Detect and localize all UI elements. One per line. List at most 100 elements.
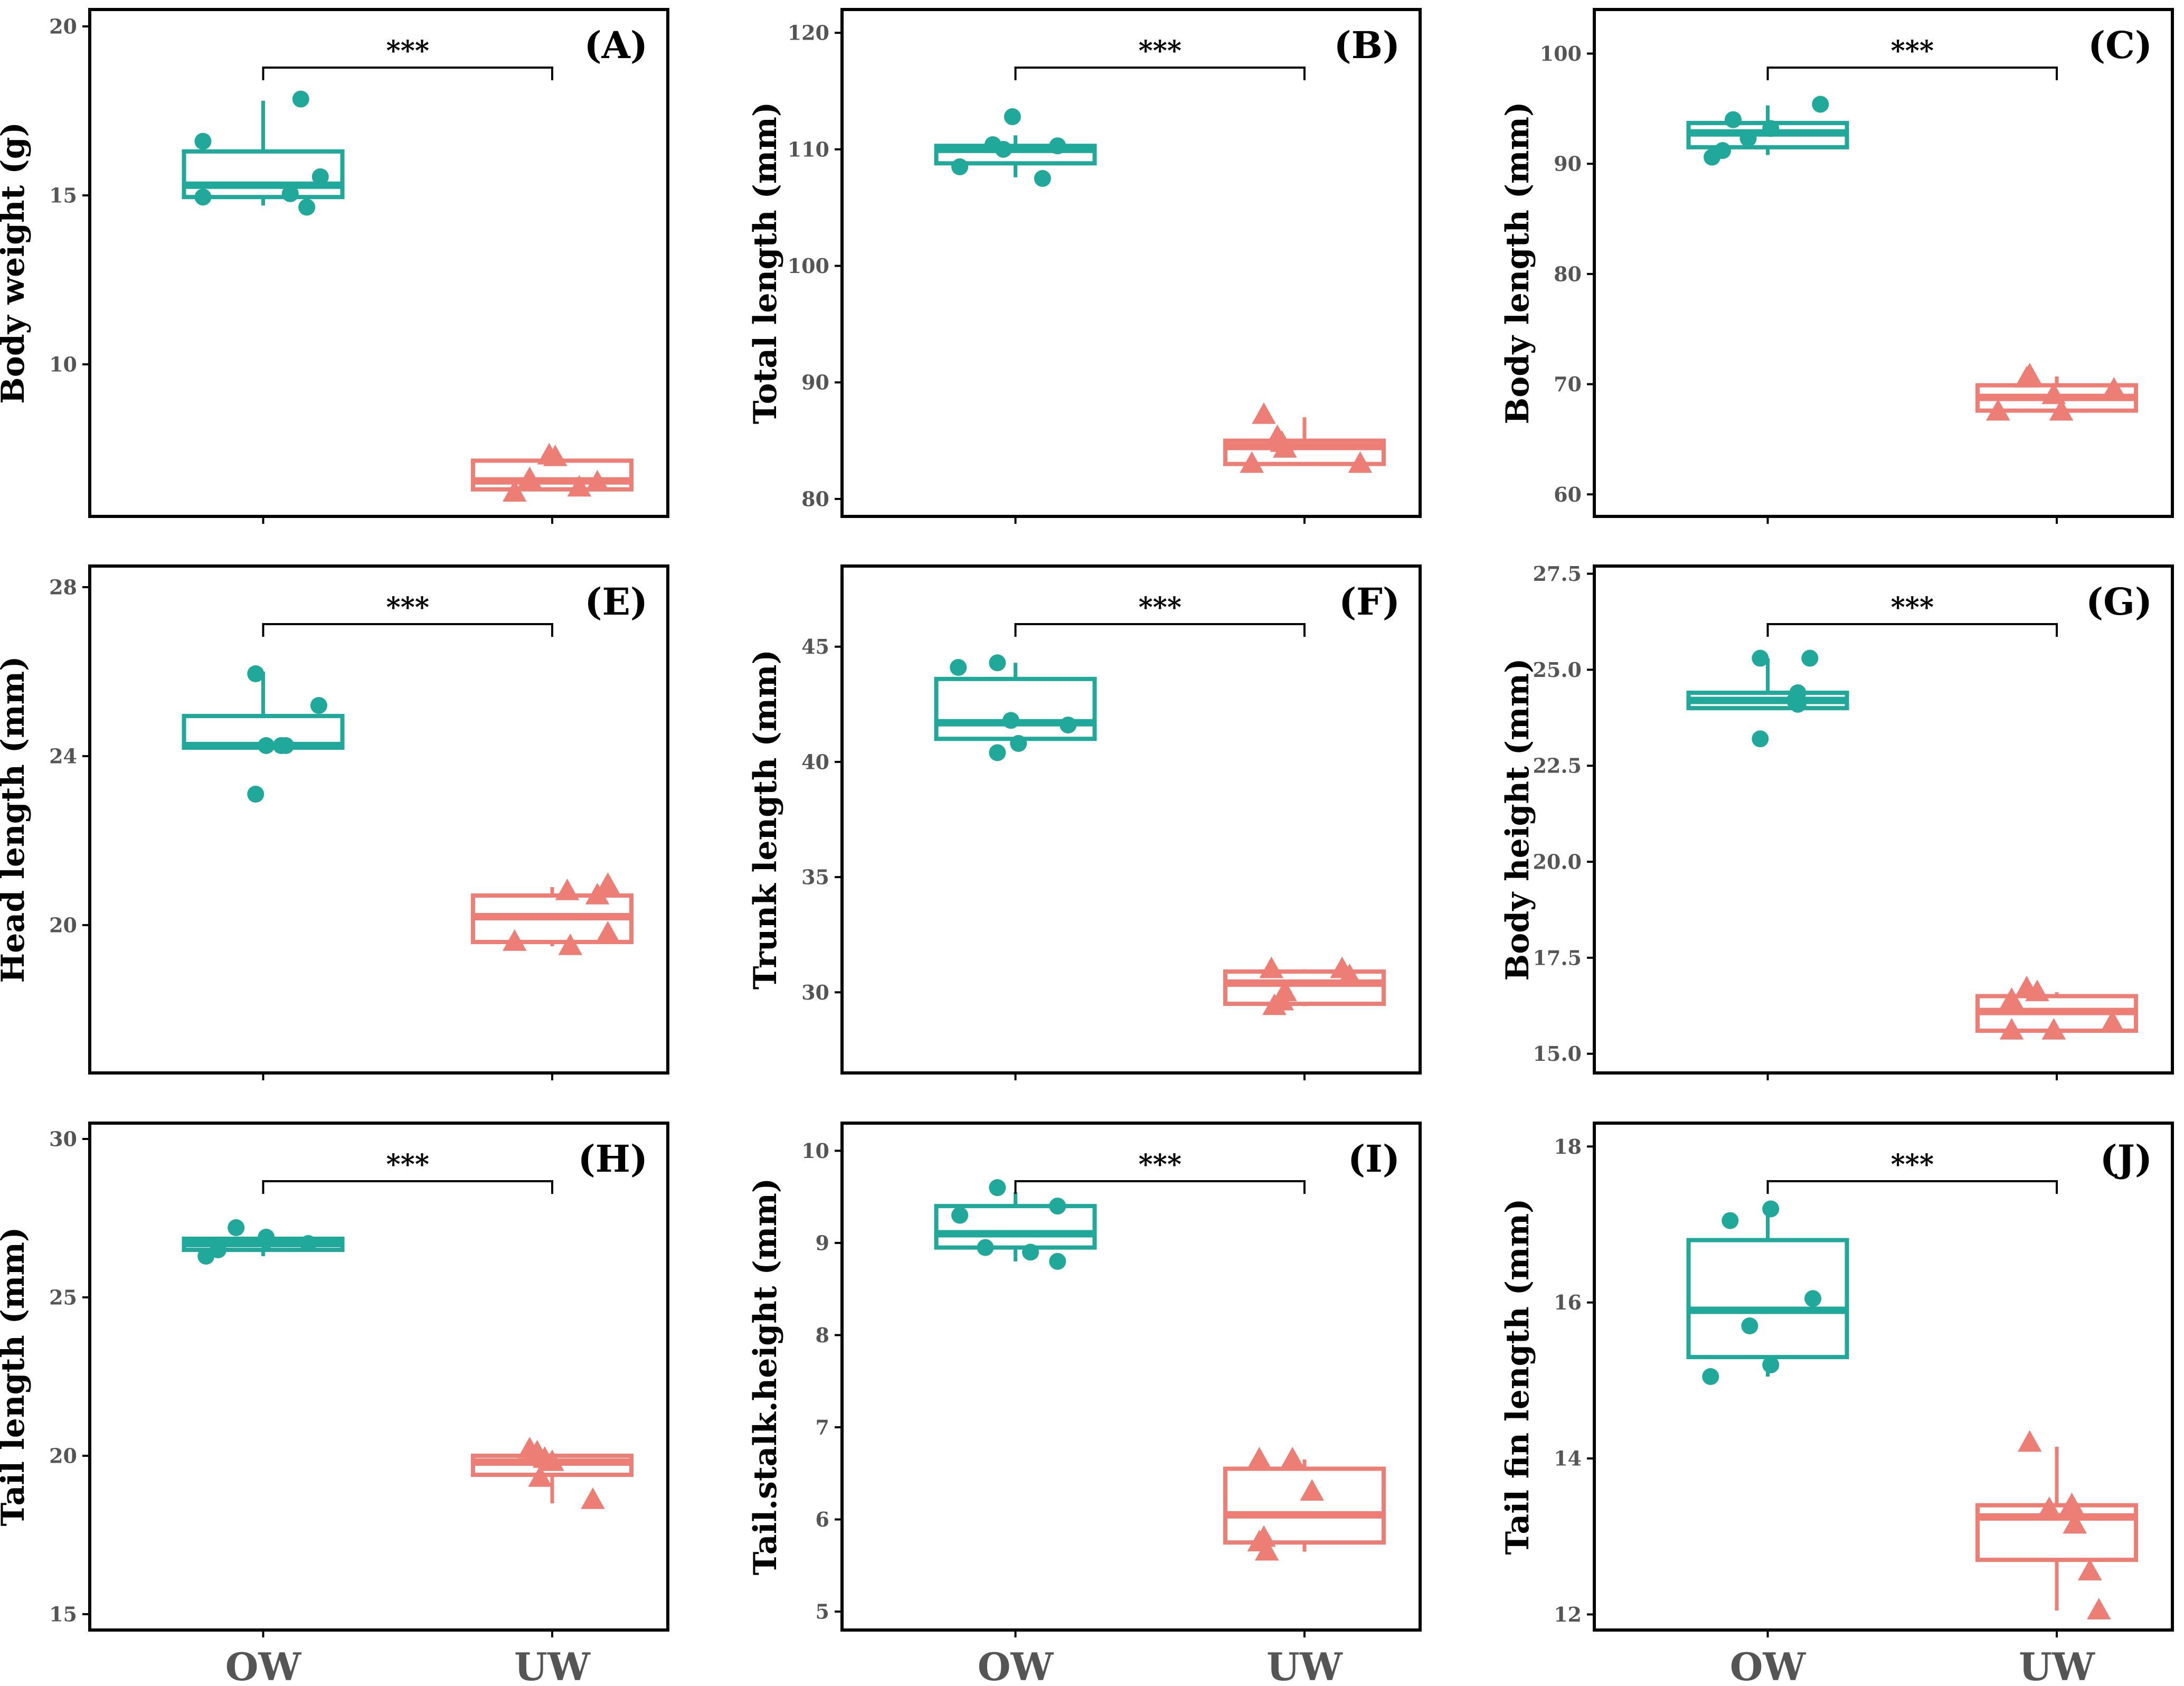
bracket-line bbox=[1766, 67, 2058, 80]
data-point bbox=[2017, 362, 2042, 384]
data-point bbox=[1801, 649, 1819, 667]
data-point bbox=[951, 1207, 969, 1224]
panel-b: 80 90 100 110 120 Total length (mm) (B) *** bbox=[747, 8, 1422, 524]
data-point bbox=[555, 879, 580, 900]
y-tick-label: 10 bbox=[49, 353, 77, 376]
significance-label: *** bbox=[1138, 1148, 1181, 1181]
y-tick-label: 15.0 bbox=[1533, 1042, 1582, 1066]
data-point bbox=[2087, 1598, 2111, 1619]
data-point bbox=[1786, 692, 1803, 709]
data-point bbox=[502, 929, 527, 951]
significance-bracket: *** bbox=[1014, 35, 1306, 80]
y-tick-label: 12 bbox=[1554, 1603, 1582, 1626]
data-point bbox=[1002, 712, 1019, 729]
x-category-label: OW bbox=[225, 1644, 302, 1686]
bracket-line bbox=[262, 623, 553, 637]
y-axis-label: Trunk length (mm) bbox=[747, 649, 784, 990]
panel-e: 20 24 28 Head length (mm) (E) *** bbox=[0, 564, 669, 1080]
panel-j: 12 14 16 18 Tail fin length (mm) (J) *** OW UW bbox=[1499, 1122, 2174, 1686]
data-point bbox=[517, 1437, 542, 1458]
data-point bbox=[247, 786, 264, 803]
data-point bbox=[1739, 130, 1757, 147]
data-point bbox=[300, 1235, 317, 1252]
bracket-line bbox=[262, 1180, 553, 1194]
series-uw bbox=[1975, 1430, 2138, 1619]
data-point bbox=[1060, 717, 1077, 734]
panel-label: (B) bbox=[1334, 23, 1400, 67]
y-tick-label: 10 bbox=[801, 1139, 829, 1163]
significance-label: *** bbox=[386, 1148, 429, 1181]
data-point bbox=[2017, 1430, 2042, 1452]
series-ow bbox=[1686, 96, 1849, 166]
data-point bbox=[310, 697, 327, 714]
x-category-label: UW bbox=[2019, 1644, 2095, 1686]
y-axis-label: Body length (mm) bbox=[1499, 102, 1536, 425]
y-tick-label: 15 bbox=[49, 184, 77, 208]
data-point bbox=[1247, 1447, 1272, 1468]
y-tick-label: 100 bbox=[1540, 42, 1582, 65]
data-point bbox=[581, 1487, 605, 1509]
plot-frame bbox=[88, 564, 669, 1075]
plot-frame bbox=[1593, 1122, 2174, 1632]
y-axis-label: Tail length (mm) bbox=[0, 1227, 32, 1527]
series-ow bbox=[182, 90, 345, 216]
y-tick-label: 8 bbox=[816, 1323, 829, 1347]
data-point bbox=[558, 934, 582, 955]
significance-bracket: *** bbox=[262, 35, 553, 80]
series-uw bbox=[1975, 976, 2138, 1040]
data-point bbox=[1010, 735, 1027, 752]
y-tick-label: 40 bbox=[801, 750, 829, 774]
y-tick-label: 20 bbox=[49, 913, 77, 937]
panel-a: 10 15 20 Body weight (g) (A) *** bbox=[0, 8, 669, 524]
data-point bbox=[298, 199, 316, 216]
y-tick-label: 120 bbox=[788, 21, 829, 45]
data-point bbox=[277, 737, 295, 754]
data-point bbox=[1762, 1200, 1780, 1218]
significance-bracket: *** bbox=[1766, 35, 2058, 80]
significance-bracket: *** bbox=[262, 591, 553, 637]
data-point bbox=[1300, 1479, 1325, 1501]
series-uw bbox=[471, 1437, 634, 1509]
data-point bbox=[1252, 402, 1276, 424]
significance-label: *** bbox=[1890, 1148, 1934, 1181]
y-tick-label: 27.5 bbox=[1533, 562, 1582, 586]
series-ow bbox=[182, 1219, 345, 1265]
data-point bbox=[1752, 649, 1769, 667]
y-tick-label: 20 bbox=[49, 1444, 77, 1468]
data-point bbox=[1752, 730, 1769, 748]
significance-bracket: *** bbox=[1766, 1148, 2058, 1194]
series-ow bbox=[1686, 1200, 1849, 1385]
plot-frame bbox=[1593, 564, 2174, 1075]
significance-bracket: *** bbox=[1014, 1148, 1306, 1194]
bracket-line bbox=[1014, 1180, 1306, 1194]
data-point bbox=[1999, 987, 2024, 1009]
data-point bbox=[1252, 1525, 1276, 1547]
data-point bbox=[1240, 451, 1264, 473]
plot-frame bbox=[88, 8, 669, 518]
data-point bbox=[567, 475, 592, 497]
bracket-line bbox=[1766, 623, 2058, 637]
x-category-label: UW bbox=[514, 1644, 591, 1686]
data-point bbox=[1273, 979, 1297, 1002]
y-tick-label: 30 bbox=[801, 981, 829, 1004]
panel-label: (C) bbox=[2088, 23, 2152, 67]
y-tick-label: 70 bbox=[1554, 372, 1582, 396]
plot-frame bbox=[88, 1122, 669, 1632]
y-axis-label: Tail.stalk.height (mm) bbox=[747, 1178, 784, 1575]
y-tick-label: 20 bbox=[49, 15, 77, 39]
data-point bbox=[1348, 451, 1373, 473]
panel-label: (J) bbox=[2100, 1137, 2152, 1181]
panel-h: 15 20 25 30 Tail length (mm) (H) *** OW UW bbox=[0, 1122, 669, 1686]
data-point bbox=[194, 189, 212, 206]
plot-frame bbox=[840, 1122, 1422, 1632]
data-point bbox=[2037, 1496, 2062, 1518]
significance-label: *** bbox=[1138, 591, 1181, 624]
data-point bbox=[210, 1241, 226, 1258]
y-tick-label: 80 bbox=[1554, 262, 1582, 286]
data-point bbox=[995, 140, 1012, 158]
plot-frame bbox=[1593, 8, 2174, 518]
data-point bbox=[1812, 96, 1829, 113]
data-point bbox=[1280, 1447, 1304, 1468]
panel-label: (I) bbox=[1348, 1137, 1400, 1181]
data-point bbox=[1714, 142, 1731, 159]
